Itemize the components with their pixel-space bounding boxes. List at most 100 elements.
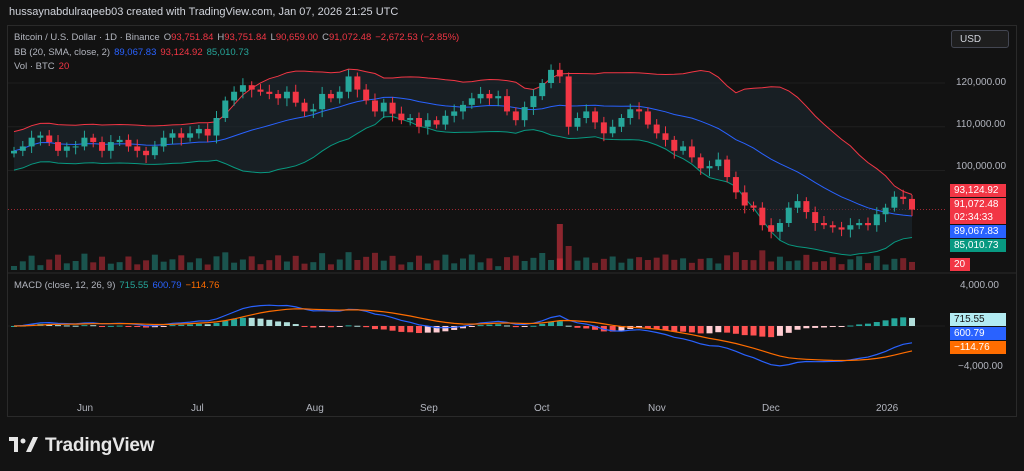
macd-histogram-bar <box>63 325 70 327</box>
macd-histogram-bar <box>556 321 563 326</box>
low-value: 90,659.00 <box>275 32 319 43</box>
macd-histogram-bar <box>495 324 502 326</box>
macd-histogram-bar <box>407 326 414 333</box>
candle-body <box>794 201 801 208</box>
macd-histogram-bar <box>319 326 326 328</box>
macd-histogram-bar <box>891 318 898 326</box>
price-axis-label: 120,000.00 <box>956 77 1007 88</box>
symbol-label[interactable]: Bitcoin / U.S. Dollar · 1D · Binance <box>14 32 160 43</box>
macd-histogram-bar <box>442 326 449 332</box>
currency-button[interactable]: USD <box>951 30 1009 48</box>
time-axis-label: Sep <box>420 403 438 414</box>
volume-bar <box>222 252 229 270</box>
macd-histogram-bar <box>11 326 17 327</box>
close-label: C <box>322 32 329 43</box>
volume-bar <box>266 260 273 270</box>
volume-bar <box>750 260 757 270</box>
volume-bar <box>143 260 150 270</box>
volume-bar <box>609 256 616 270</box>
macd-histogram-bar <box>468 326 475 327</box>
candle-body <box>125 139 132 147</box>
volume-bar <box>504 257 511 270</box>
candle-body <box>187 133 194 138</box>
volume-bar <box>548 260 555 270</box>
time-axis-label: Nov <box>648 403 666 414</box>
volume-bar <box>486 258 493 270</box>
volume-bar <box>460 258 466 270</box>
volume-bar <box>28 255 35 270</box>
candle-body <box>706 166 713 169</box>
candle-body <box>609 126 616 134</box>
macd-histogram-bar <box>55 325 62 327</box>
macd-histogram-bar <box>151 326 158 328</box>
candle-body <box>750 205 757 208</box>
close-value: 91,072.48 <box>328 32 372 43</box>
candle-body <box>495 96 502 99</box>
candle-body <box>134 146 141 151</box>
macd-histogram-bar <box>768 326 775 338</box>
candle-body <box>829 225 836 228</box>
open-label: O <box>163 32 172 43</box>
candle-body <box>116 139 123 143</box>
candle-body <box>275 93 282 99</box>
macd-histogram-bar <box>451 326 458 330</box>
candle-body <box>204 128 211 136</box>
volume-bar <box>785 261 792 270</box>
macd-histogram-bar <box>759 326 766 337</box>
vol-legend[interactable]: Vol · BTC 20 <box>14 61 69 72</box>
volume-tag: 20 <box>950 258 970 271</box>
volume-bar <box>301 263 308 270</box>
candle-body <box>99 142 106 151</box>
volume-bar <box>556 224 563 270</box>
candle-body <box>407 118 414 121</box>
volume-bar <box>424 263 431 270</box>
time-axis-label: Dec <box>762 403 780 414</box>
macd-histogram-bar <box>873 322 880 326</box>
macd-histogram-bar <box>697 326 704 334</box>
bb-lower-tag: 85,010.73 <box>950 239 1006 252</box>
volume-bar <box>275 255 282 270</box>
macd-axis-label: 4,000.00 <box>960 280 999 291</box>
macd-signal-tag: −114.76 <box>950 341 1006 354</box>
candle-body <box>812 212 819 223</box>
macd-histogram-bar <box>785 326 792 333</box>
volume-bar <box>688 262 695 270</box>
macd-histogram-bar <box>539 323 546 326</box>
volume-bar <box>257 264 264 270</box>
volume-bar <box>116 262 123 270</box>
volume-bar <box>125 256 132 270</box>
volume-bar <box>856 256 863 270</box>
macd-hist-value: 715.55 <box>119 280 149 291</box>
volume-bar <box>530 257 537 270</box>
candle-body <box>195 128 202 134</box>
macd-histogram-bar <box>486 324 493 326</box>
macd-histogram-bar <box>794 326 801 330</box>
bb-legend[interactable]: BB (20, SMA, close, 2) 89,067.83 93,124.… <box>14 47 249 58</box>
macd-histogram-bar <box>415 326 422 334</box>
candle-body <box>715 159 722 167</box>
macd-histogram-bar <box>195 323 202 326</box>
macd-histogram-bar <box>706 326 713 334</box>
macd-histogram-bar <box>750 326 757 336</box>
macd-histogram-bar <box>380 326 387 330</box>
macd-legend[interactable]: MACD (close, 12, 26, 9) 715.55 600.79 −1… <box>14 280 219 291</box>
candle-body <box>680 146 687 151</box>
volume-bar <box>336 259 343 270</box>
macd-histogram-bar <box>275 321 282 326</box>
high-value: 93,751.84 <box>224 32 267 43</box>
volume-bar <box>847 259 854 270</box>
bb-upper-line <box>13 68 913 195</box>
macd-histogram-bar <box>222 320 229 326</box>
macd-histogram-bar <box>398 326 405 332</box>
macd-histogram-bar <box>574 326 581 328</box>
volume-bar <box>468 254 475 270</box>
volume-bar <box>636 257 643 270</box>
candle-body <box>486 93 493 99</box>
candle-body <box>574 118 581 127</box>
bb-lower-value: 85,010.73 <box>206 47 249 58</box>
volume-bar <box>812 261 819 270</box>
candle-body <box>451 111 458 116</box>
candle-body <box>160 137 167 147</box>
macd-histogram-bar <box>671 326 678 332</box>
macd-histogram-bar <box>812 326 819 328</box>
